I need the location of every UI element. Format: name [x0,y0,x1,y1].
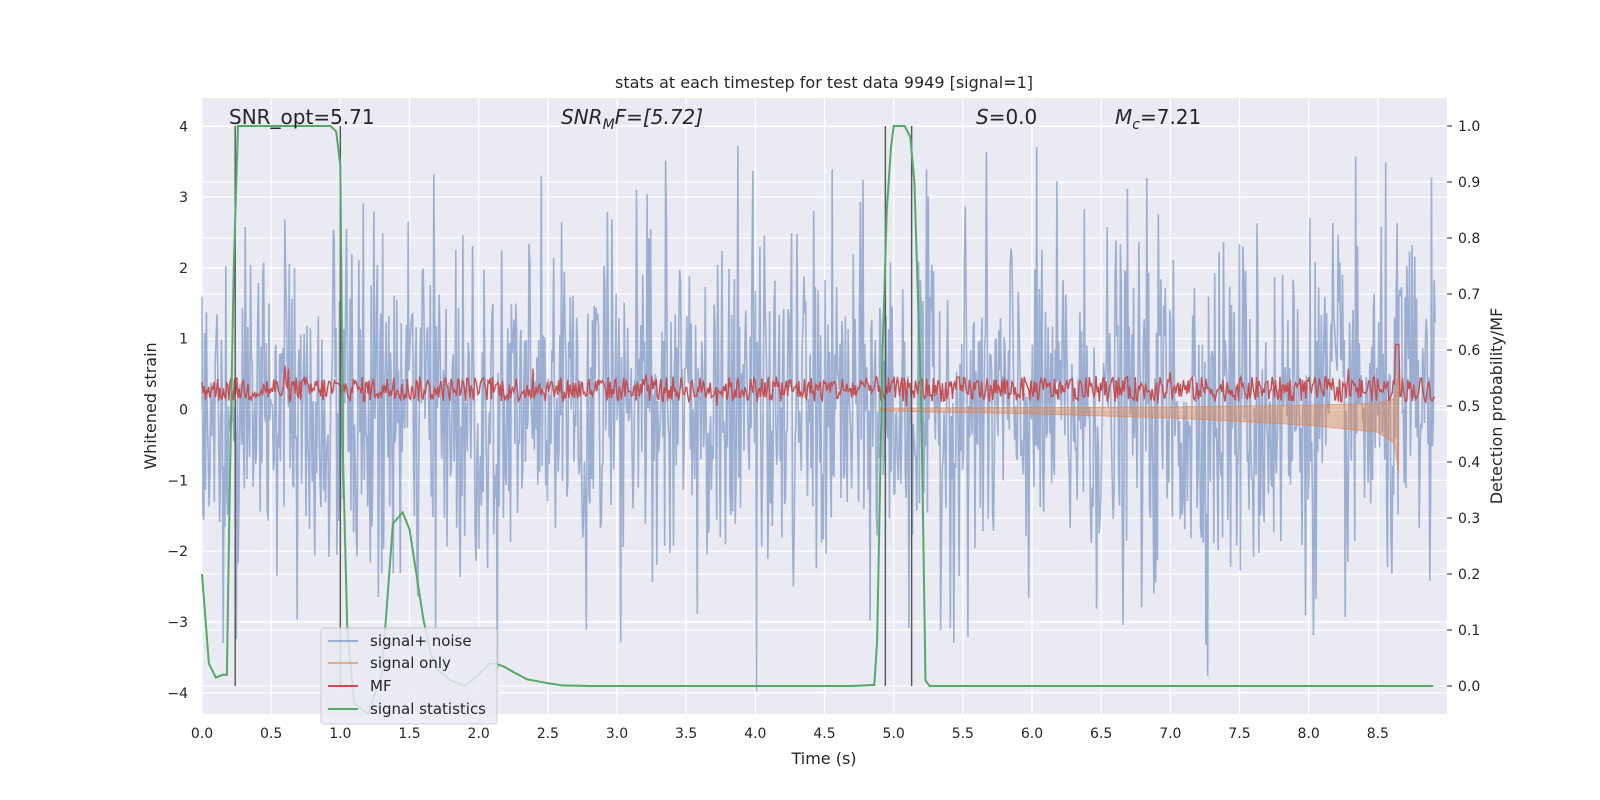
x-tick-label: 5.5 [952,726,974,742]
x-tick-labels: 0.0 0.5 1.0 1.5 2.0 2.5 3.0 3.5 4.0 4.5 5.0 5.5 6.0 6… [191,726,1389,742]
x-tick-label: 2.5 [537,726,559,742]
y-right-tick-label: 0.7 [1458,287,1480,303]
y-left-tick-label: −2 [167,544,188,560]
x-tick-label: 6.0 [1021,726,1043,742]
y-left-tick-label: −4 [167,686,188,702]
legend-box [320,627,498,725]
series-mf [201,343,1436,407]
legend: signal+ noise signal only MF signal stat… [320,627,498,725]
y-left-tick-label: 4 [179,119,188,135]
annotation-s: S=0.0 [976,105,1037,129]
x-tick-label: 0.5 [260,726,282,742]
x-tick-label: 8.0 [1298,726,1320,742]
x-tick-label: 8.5 [1367,726,1389,742]
signal-only-envelope [879,370,1400,474]
x-tick-label: 4.0 [744,726,766,742]
series-signal-plus-noise [201,145,1436,692]
y-left-tick-labels: −4 −3 −2 −1 0 1 2 3 4 [167,119,188,701]
annotation-snr-mf-base: SNR [561,105,603,129]
x-tick-label: 0.0 [191,726,213,742]
legend-label-signal-only: signal only [370,654,451,672]
chart-title: stats at each timestep for test data 994… [615,73,1033,92]
y-right-tick-label: 0.8 [1458,231,1480,247]
y-right-tick-label: 0.9 [1458,175,1480,191]
y-left-axis-label: Whitened strain [141,342,160,469]
y-right-axis-label: Detection probability/MF [1487,308,1506,505]
annotation-s-italic: S [976,105,989,129]
legend-label-signal-noise: signal+ noise [370,632,472,650]
annotation-mc: Mc=7.21 [1115,105,1201,133]
x-tick-label: 2.0 [468,726,490,742]
x-tick-label: 4.5 [813,726,835,742]
x-tick-label: 7.0 [1159,726,1181,742]
y-left-tick-label: −1 [167,473,188,489]
y-right-tick-label: 0.0 [1458,679,1480,695]
y-right-tick-label: 0.5 [1458,399,1480,415]
annotation-snr-mf-rest: F=[5.72] [615,105,703,129]
y-right-tick-label: 0.4 [1458,455,1480,471]
x-tick-label: 1.0 [329,726,351,742]
y-left-tick-label: −3 [167,615,188,631]
series-signal-only [879,370,1400,474]
y-left-tick-label: 3 [179,190,188,206]
x-tick-label: 5.0 [883,726,905,742]
annotation-mc-rest: =7.21 [1140,105,1201,129]
legend-label-mf: MF [370,677,392,695]
y-right-tick-label: 0.1 [1458,623,1480,639]
x-axis-label: Time (s) [790,749,856,768]
y-right-tick-label: 0.6 [1458,343,1480,359]
signal-plus-noise-line [201,145,1436,692]
x-tick-label: 3.0 [606,726,628,742]
y-right-tick-labels: 0.0 0.1 0.2 0.3 0.4 0.5 0.6 0.7 0.8 0.9 1.0 [1447,119,1480,695]
x-tick-label: 3.5 [675,726,697,742]
x-tick-label: 1.5 [398,726,420,742]
y-right-tick-label: 0.2 [1458,567,1480,583]
annotation-s-rest: =0.0 [989,105,1038,129]
y-right-tick-label: 1.0 [1458,119,1480,135]
y-left-tick-label: 1 [179,332,188,348]
annotation-mc-sub: c [1132,117,1140,133]
legend-label-signal-statistics: signal statistics [370,700,486,718]
x-tick-label: 7.5 [1228,726,1250,742]
y-left-tick-label: 2 [179,261,188,277]
mf-line [201,343,1436,407]
annotation-snr-opt: SNR_opt=5.71 [229,105,375,129]
y-right-tick-label: 0.3 [1458,511,1480,527]
annotation-snr-mf-sub: M [603,117,615,133]
annotation-snr-mf: SNRMF=[5.72] [561,105,703,133]
annotation-mc-base: M [1115,105,1132,129]
y-left-tick-label: 0 [179,403,188,419]
x-tick-label: 6.5 [1090,726,1112,742]
